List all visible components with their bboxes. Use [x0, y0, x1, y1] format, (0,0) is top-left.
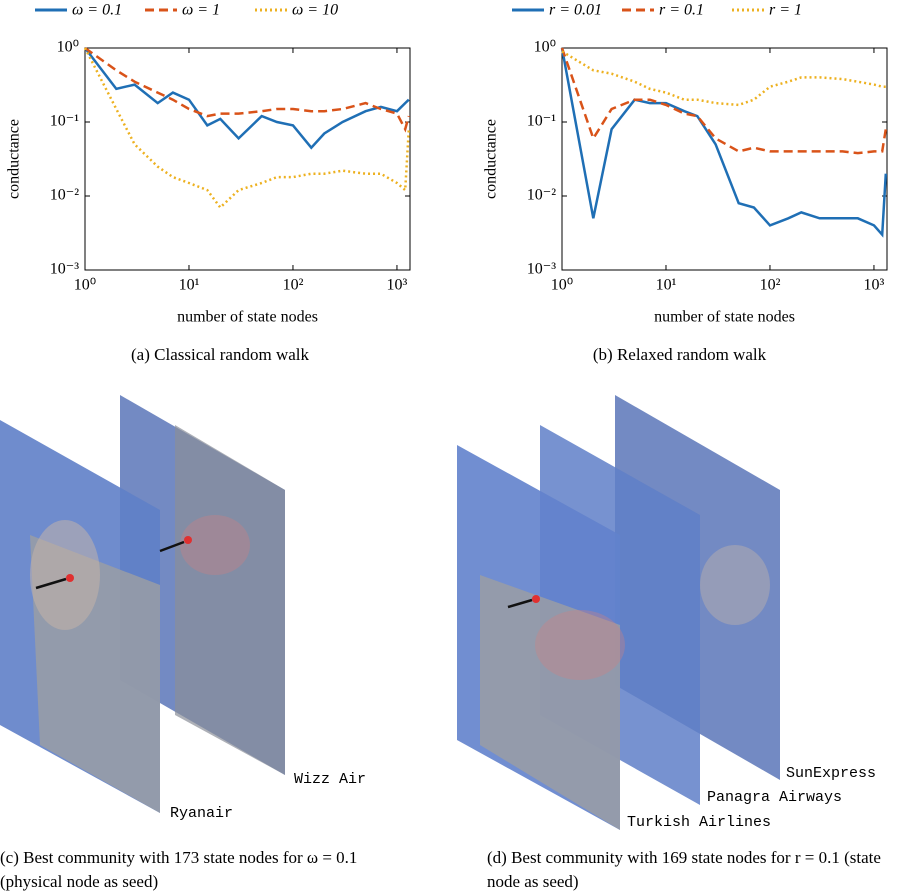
legend-label: ω = 0.1	[72, 2, 122, 19]
data-line	[561, 50, 886, 107]
x-tick-label: 10³	[387, 277, 408, 294]
y-tick-label: 10⁻³	[527, 261, 556, 278]
y-axis-label: conductance	[483, 119, 500, 199]
layer-label: Ryanair	[170, 805, 233, 822]
x-axis-label: number of state nodes	[177, 309, 318, 326]
caption: (b) Relaxed random walk	[592, 345, 767, 364]
y-tick-label: 10⁻³	[50, 261, 79, 278]
y-tick-label: 10⁻²	[527, 187, 556, 204]
network	[535, 610, 625, 680]
network	[180, 515, 250, 575]
chart: 10⁰ 10¹ 10² 10³ 10⁻³ 10⁻² 10⁻¹ 10⁰ number of sta…	[483, 2, 888, 326]
x-tick-label: 10¹	[656, 277, 677, 294]
data-line	[84, 47, 410, 150]
caption: (c) Best community with 173 state nodes …	[0, 848, 358, 891]
data-line	[560, 47, 888, 155]
landmass	[480, 575, 620, 830]
y-tick-label: 10⁻¹	[50, 113, 79, 130]
y-tick-label: 10⁰	[57, 39, 79, 56]
x-tick-label: 10²	[760, 277, 781, 294]
network	[30, 520, 100, 630]
x-axis-label: number of state nodes	[654, 309, 795, 326]
x-tick-label: 10²	[283, 277, 304, 294]
layer-label: Wizz Air	[294, 771, 366, 788]
seed-node	[532, 595, 540, 603]
x-tick-label: 10⁰	[551, 277, 573, 294]
x-tick-label: 10³	[864, 277, 885, 294]
layer-label: Panagra Airways	[707, 789, 842, 806]
x-tick-label: 10¹	[179, 277, 200, 294]
plot-frame	[84, 47, 411, 271]
arrow	[159, 540, 185, 553]
data-line	[83, 47, 411, 210]
y-tick-label: 10⁻¹	[527, 113, 556, 130]
data-line	[560, 47, 888, 238]
layer-label: SunExpress	[786, 765, 876, 782]
arrow	[35, 577, 67, 590]
legend-label: r = 0.01	[549, 2, 602, 19]
seed-node	[66, 574, 74, 582]
legend-label: r = 0.1	[659, 2, 704, 19]
plot-frame	[561, 47, 888, 271]
landmass	[175, 425, 285, 775]
seed-node	[184, 536, 192, 544]
y-axis-label: conductance	[6, 119, 23, 199]
data-line	[84, 46, 411, 133]
network	[700, 545, 770, 625]
caption: (d) Best community with 169 state nodes …	[487, 848, 881, 891]
map-figures: Wizz Air Ryanair SunExpress Panagra Airw…	[0, 395, 876, 831]
caption: (a) Classical random walk	[131, 345, 309, 364]
legend-label: ω = 1	[182, 2, 220, 19]
x-tick-label: 10⁰	[74, 277, 96, 294]
legend-label: r = 1	[769, 2, 802, 19]
legend-label: ω = 10	[292, 2, 338, 19]
y-tick-label: 10⁰	[534, 39, 556, 56]
chart: 10⁰ 10¹ 10² 10³ 10⁻³ 10⁻² 10⁻¹ 10⁰ number of sta…	[6, 2, 411, 326]
layer-label: Turkish Airlines	[627, 814, 771, 831]
y-tick-label: 10⁻²	[50, 187, 79, 204]
arrow	[507, 598, 533, 609]
